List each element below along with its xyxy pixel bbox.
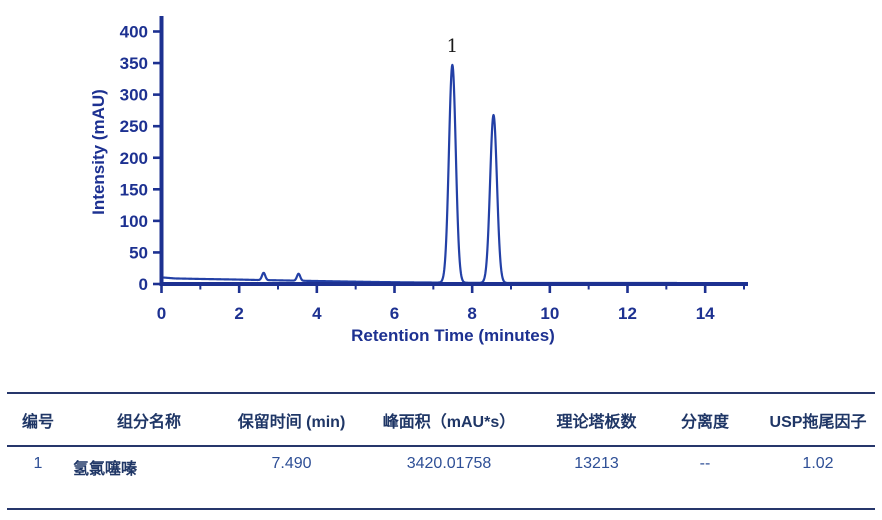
- y-tick-label: 350: [120, 54, 148, 73]
- y-tick-label: 300: [120, 86, 148, 105]
- x-tick-label: 2: [234, 304, 243, 323]
- column-header-1: 编号: [7, 393, 69, 447]
- chromatogram-plot: 0 2 4 6 8 10 12 14 0 50 100 150 200 250 300 350 400 1 In…: [89, 16, 748, 345]
- x-tick-label: 0: [157, 304, 166, 323]
- y-axis-title: Intensity (mAU): [89, 89, 108, 215]
- x-tick-label: 10: [540, 304, 559, 323]
- x-tick-label: 12: [618, 304, 637, 323]
- cell-2: 氢氯噻嗪: [73, 461, 138, 478]
- column-header-2: 组分名称: [69, 393, 229, 447]
- x-tick-label: 14: [696, 304, 715, 323]
- column-header-7: USP拖尾因子: [761, 393, 875, 447]
- x-tick-label: 4: [312, 304, 322, 323]
- y-tick-label: 150: [120, 180, 148, 199]
- chromatogram-curve: [160, 63, 745, 285]
- cell-1: 1: [33, 455, 43, 472]
- axes: [159, 16, 748, 286]
- signal-trace: [160, 63, 745, 285]
- cell-4: 3420.01758: [406, 455, 492, 472]
- y-tick-label: 100: [120, 212, 148, 231]
- y-tick-label: 250: [120, 117, 148, 136]
- column-header-6: 分离度: [649, 393, 761, 447]
- axis-tick-labels: 0 2 4 6 8 10 12 14 0 50 100 150 200 250 300 350 400: [120, 23, 716, 324]
- table-body: 1 氢氯噻嗪 7.490 3420.01758 13213 -- 1.02: [7, 446, 875, 509]
- column-header-3: 保留时间 (min): [229, 393, 354, 447]
- y-tick-label: 0: [139, 275, 148, 294]
- table-header-row: 编号 组分名称 保留时间 (min) 峰面积（mAU*s） 理论塔板数 分离度 USP拖尾因…: [7, 393, 875, 447]
- cell-7: 1.02: [802, 455, 834, 472]
- column-header-5: 理论塔板数: [544, 393, 649, 447]
- column-header-4: 峰面积（mAU*s）: [354, 393, 544, 447]
- peak-annotations: 1: [447, 36, 458, 57]
- peak-number-label: 1: [447, 36, 458, 57]
- y-tick-label: 200: [120, 149, 148, 168]
- cell-6: --: [699, 455, 711, 472]
- y-tick-label: 50: [129, 243, 148, 262]
- x-tick-label: 6: [390, 304, 399, 323]
- axis-ticks: [153, 30, 745, 293]
- table-row: 1 氢氯噻嗪 7.490 3420.01758 13213 -- 1.02: [7, 446, 875, 509]
- x-tick-label: 8: [467, 304, 476, 323]
- cell-3: 7.490: [271, 455, 312, 472]
- cell-5: 13213: [574, 455, 619, 472]
- y-tick-label: 400: [120, 23, 148, 42]
- x-axis-title: Retention Time (minutes): [351, 326, 555, 345]
- peak-results-table: 编号 组分名称 保留时间 (min) 峰面积（mAU*s） 理论塔板数 分离度 USP拖尾因…: [7, 392, 875, 510]
